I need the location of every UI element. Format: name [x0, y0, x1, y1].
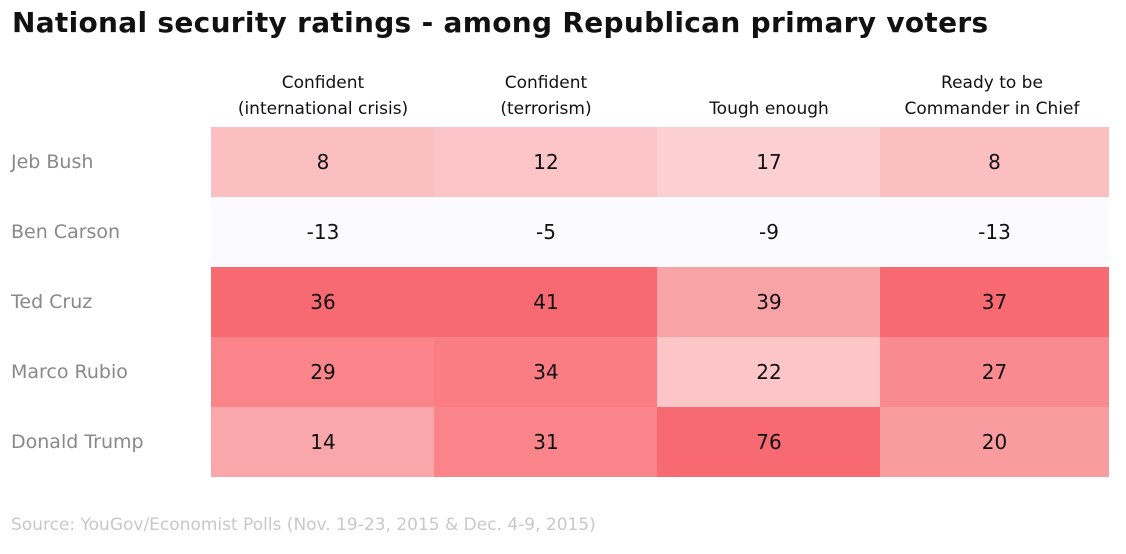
column-header: Confident (terrorism) [434, 70, 658, 122]
heatmap-cell: 17 [657, 127, 881, 197]
heatmap-cell: 39 [657, 267, 881, 337]
column-header-text: Tough enough [709, 99, 829, 119]
heatmap-cell: 37 [880, 267, 1109, 337]
heatmap-cell: 36 [211, 267, 435, 337]
heatmap-cell: 12 [434, 127, 658, 197]
heatmap-cell: 41 [434, 267, 658, 337]
column-header: Tough enough [657, 70, 881, 122]
heatmap-cell: 8 [211, 127, 435, 197]
heatmap-cell: 8 [880, 127, 1109, 197]
column-header-text: Ready to be Commander in Chief [904, 73, 1080, 119]
heatmap-cell: 76 [657, 407, 881, 477]
heatmap-cell: -9 [657, 197, 881, 267]
column-header: Confident (international crisis) [211, 70, 435, 122]
heatmap-cell: 20 [880, 407, 1109, 477]
column-header: Ready to be Commander in Chief [880, 70, 1104, 122]
heatmap-cell: 31 [434, 407, 658, 477]
column-header-text: Confident (terrorism) [500, 73, 592, 119]
heatmap-cell: 22 [657, 337, 881, 407]
source-note: Source: YouGov/Economist Polls (Nov. 19-… [11, 515, 596, 535]
heatmap-cell: 14 [211, 407, 435, 477]
row-label: Ben Carson [11, 221, 121, 243]
row-label: Marco Rubio [11, 361, 128, 383]
heatmap-cell: -13 [211, 197, 435, 267]
column-header-text: Confident (international crisis) [237, 73, 409, 119]
heatmap-cell: 27 [880, 337, 1109, 407]
row-label: Ted Cruz [11, 291, 93, 313]
row-label: Donald Trump [11, 431, 144, 453]
chart-title: National security ratings - among Republ… [12, 6, 989, 39]
heatmap-cell: 34 [434, 337, 658, 407]
row-label: Jeb Bush [11, 151, 94, 173]
heatmap-cell: -5 [434, 197, 658, 267]
heatmap-cell: -13 [880, 197, 1109, 267]
heatmap-cell: 29 [211, 337, 435, 407]
